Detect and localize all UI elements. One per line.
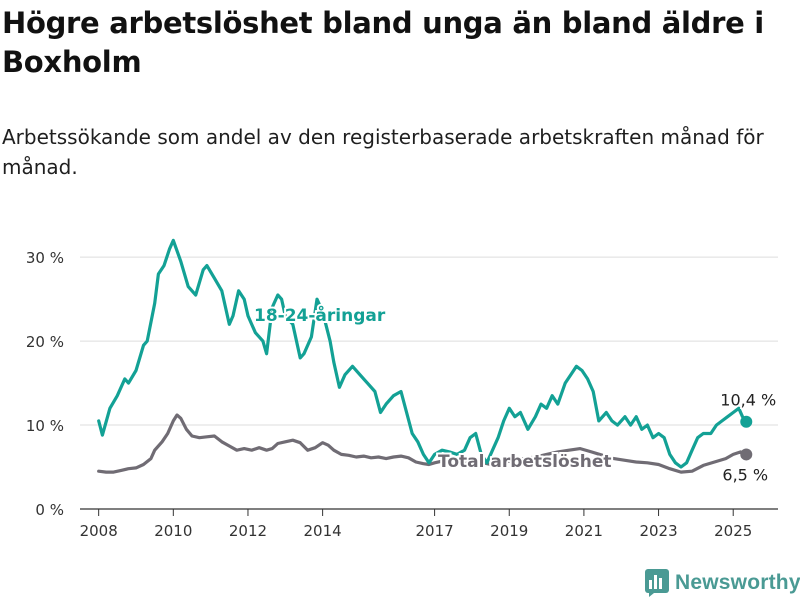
brand-logo[interactable]: Newsworthy [645, 568, 800, 598]
x-tick-label: 2023 [639, 522, 677, 540]
series-lines [97, 238, 753, 474]
newsworthy-logo-icon [645, 569, 669, 597]
series-end-point-youth [740, 415, 753, 428]
series-end-point-total [740, 448, 753, 461]
axes: 0 % 10 % 20 % 30 % 2008 2010 2012 2014 2017 2019 2… [26, 249, 752, 540]
youth-end-value-label: 10,4 % [720, 391, 776, 410]
x-tick-label: 2021 [565, 522, 603, 540]
chart-title: Högre arbetslöshet bland unga än bland ä… [2, 6, 764, 79]
x-tick-label: 2012 [229, 522, 267, 540]
x-tick-label: 2014 [304, 522, 342, 540]
x-tick-label: 2019 [490, 522, 528, 540]
chart-subtitle: Arbetssökande som andel av den registerb… [2, 125, 764, 179]
grid-lines [80, 256, 778, 510]
x-tick-label: 2025 [714, 522, 752, 540]
brand-name: Newsworthy [675, 571, 800, 594]
series-line-youth [97, 238, 748, 469]
y-tick-label: 0 % [35, 501, 64, 519]
series-line-total [97, 413, 748, 474]
y-tick-label: 30 % [26, 249, 64, 267]
series-name-label-total: Total arbetslöshet [438, 452, 612, 472]
series-name-label-youth: 18-24-åringar [254, 304, 386, 326]
y-tick-label: 10 % [26, 417, 64, 435]
x-tick-label: 2008 [80, 522, 118, 540]
x-tick-label: 2017 [416, 522, 454, 540]
total-end-value-label: 6,5 % [722, 465, 768, 484]
x-tick-label: 2010 [154, 522, 192, 540]
y-tick-label: 20 % [26, 333, 64, 351]
series-labels: 18-24-åringar Total arbetslöshet 10,4 % 6,5… [252, 302, 778, 486]
